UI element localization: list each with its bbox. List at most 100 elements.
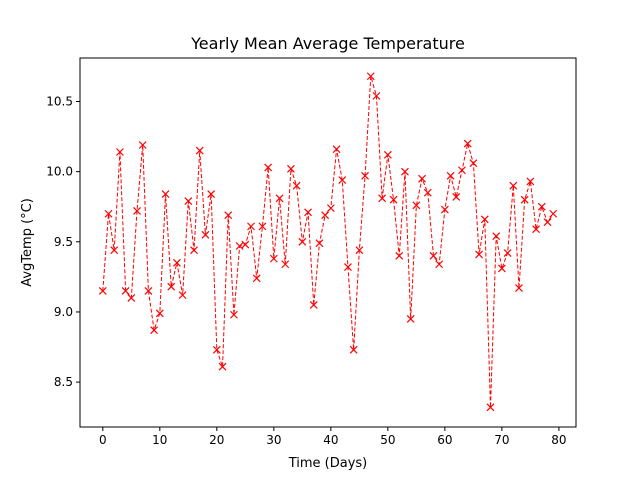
data-point-marker: [252, 274, 261, 283]
data-point-marker: [475, 250, 484, 259]
data-point-marker: [281, 260, 290, 269]
data-point-marker: [207, 190, 216, 199]
data-point-marker: [492, 232, 501, 241]
data-point-marker: [172, 258, 181, 267]
data-point-marker: [195, 146, 204, 155]
data-point-marker: [138, 141, 147, 149]
data-point-marker: [361, 171, 369, 180]
x-tick-label: 10: [152, 433, 167, 447]
data-point-marker: [463, 139, 472, 148]
plot-frame: [79, 57, 577, 428]
plot-area: [98, 72, 558, 412]
data-point-marker: [161, 190, 170, 199]
data-point-marker: [127, 293, 136, 302]
data-point-marker: [326, 204, 335, 213]
x-tick-label: 0: [99, 433, 107, 447]
data-point-marker: [366, 72, 375, 81]
data-point-marker: [480, 215, 489, 224]
data-point-marker: [98, 286, 107, 295]
data-point-marker: [212, 345, 221, 354]
data-point-marker: [429, 251, 438, 260]
y-tick-label: 10.5: [46, 94, 73, 108]
x-tick-label: 40: [323, 433, 338, 447]
data-point-marker: [446, 171, 455, 180]
data-point-marker: [275, 194, 284, 203]
x-axis-label: Time (Days): [288, 456, 368, 471]
x-tick-label: 80: [551, 433, 566, 447]
data-point-marker: [520, 195, 529, 204]
data-point-marker: [224, 211, 233, 220]
data-point-marker: [509, 181, 518, 190]
x-tick-label: 30: [266, 433, 281, 447]
data-point-marker: [104, 209, 113, 218]
data-point-marker: [549, 209, 558, 218]
data-point-marker: [321, 211, 330, 220]
y-tick-label: 8.5: [54, 375, 73, 389]
x-tick-label: 20: [209, 433, 224, 447]
data-point-marker: [241, 240, 250, 249]
data-point-marker: [133, 207, 141, 215]
data-point-marker: [469, 159, 478, 168]
data-point-marker: [452, 192, 461, 201]
data-point-marker: [292, 181, 301, 190]
data-point-marker: [372, 91, 381, 100]
data-point-marker: [190, 246, 198, 255]
data-point-marker: [264, 163, 273, 172]
data-point-marker: [201, 230, 210, 239]
data-point-marker: [309, 301, 318, 309]
y-axis-ticks: 8.5 9.0 9.5 10.0 10.5: [46, 94, 80, 389]
data-point-marker: [121, 286, 130, 295]
y-axis-label: AvgTemp (°C): [20, 198, 35, 287]
x-tick-label: 70: [494, 433, 509, 447]
data-point-marker: [406, 315, 415, 323]
data-point-marker: [383, 150, 392, 159]
data-point-marker: [150, 326, 159, 335]
data-point-marker: [258, 222, 267, 231]
data-point-marker: [144, 286, 153, 295]
data-point-marker: [304, 208, 312, 217]
data-point-marker: [532, 225, 541, 234]
data-point-marker: [287, 164, 295, 173]
data-point-marker: [269, 254, 278, 263]
data-point-marker: [355, 246, 364, 255]
data-point-marker: [486, 403, 495, 412]
x-tick-label: 50: [380, 433, 395, 447]
data-point-marker: [344, 263, 352, 271]
data-point-marker: [458, 166, 466, 175]
data-point-marker: [401, 167, 409, 176]
x-tick-label: 60: [437, 433, 452, 447]
data-point-marker: [412, 201, 421, 210]
data-point-marker: [349, 345, 358, 354]
data-point-marker: [338, 176, 347, 184]
data-point-marker: [167, 282, 176, 291]
data-point-marker: [395, 251, 404, 260]
data-point-marker: [378, 194, 387, 203]
data-point-marker: [332, 145, 341, 154]
data-point-marker: [247, 222, 255, 231]
data-point-marker: [315, 239, 324, 248]
data-point-marker: [218, 362, 227, 371]
data-point-marker: [235, 242, 244, 250]
data-point-marker: [423, 188, 432, 197]
series-line: [102, 76, 554, 408]
data-point-marker: [537, 202, 546, 211]
data-point-marker: [110, 246, 119, 255]
data-point-marker: [178, 291, 187, 300]
data-point-marker: [435, 260, 444, 269]
data-point-marker: [440, 205, 449, 214]
y-tick-label: 9.5: [54, 235, 73, 249]
data-point-marker: [230, 310, 238, 319]
y-tick-label: 9.0: [54, 305, 73, 319]
chart-title: Yearly Mean Average Temperature: [190, 34, 465, 53]
data-point-marker: [515, 284, 523, 293]
data-point-marker: [155, 309, 164, 318]
data-point-marker: [543, 218, 552, 227]
data-point-marker: [389, 195, 398, 204]
x-axis-ticks: 0 10 20 30 40 50 60 70 80: [99, 427, 567, 447]
data-point-marker: [418, 174, 426, 183]
data-point-marker: [526, 177, 535, 186]
data-point-marker: [503, 249, 512, 257]
data-point-marker: [115, 148, 124, 156]
data-point-marker: [298, 237, 307, 246]
